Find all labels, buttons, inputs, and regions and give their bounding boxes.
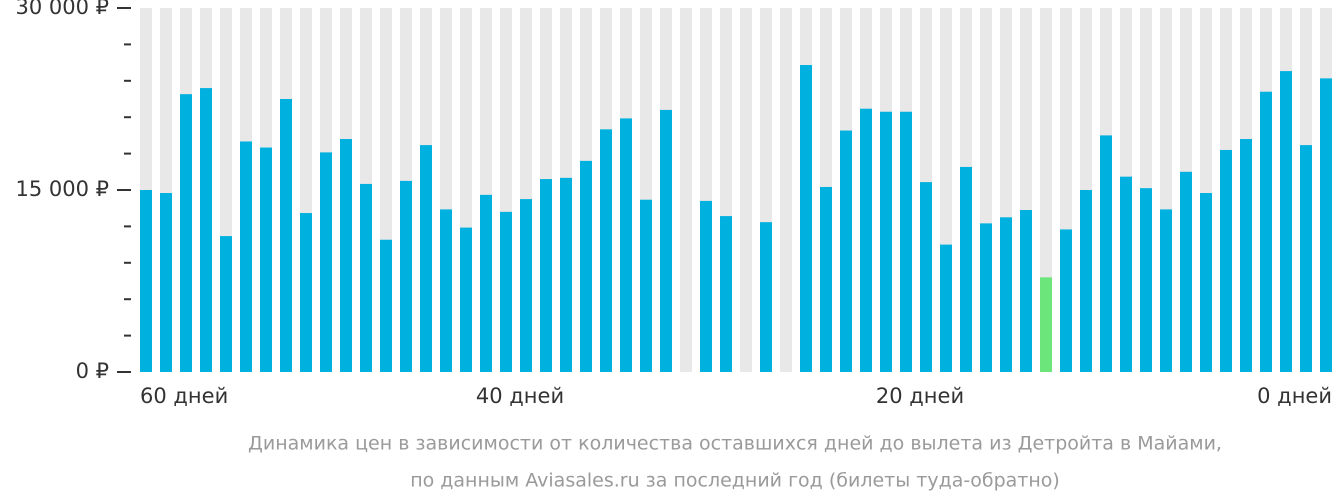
bar bbox=[760, 222, 772, 372]
bar bbox=[360, 183, 372, 372]
bar-background bbox=[780, 8, 792, 372]
bar bbox=[940, 244, 952, 372]
bar bbox=[320, 152, 332, 372]
bar bbox=[160, 193, 172, 372]
y-tick-label: 30 000 ₽ bbox=[15, 0, 109, 19]
bar bbox=[1120, 176, 1132, 372]
bar bbox=[480, 194, 492, 372]
bar bbox=[420, 145, 432, 372]
bar bbox=[280, 99, 292, 372]
bar bbox=[1100, 135, 1112, 372]
bar bbox=[460, 227, 472, 372]
bar bbox=[1160, 209, 1172, 372]
bar bbox=[200, 88, 212, 372]
bar bbox=[840, 130, 852, 372]
bar bbox=[640, 199, 652, 372]
bar-background bbox=[740, 8, 752, 372]
bar bbox=[860, 108, 872, 372]
bar bbox=[260, 147, 272, 372]
bar bbox=[500, 211, 512, 372]
x-label: 60 дней bbox=[140, 384, 228, 408]
bar bbox=[800, 65, 812, 372]
bar bbox=[300, 213, 312, 372]
bar bbox=[1140, 188, 1152, 372]
bar bbox=[1200, 193, 1212, 372]
bar bbox=[660, 109, 672, 373]
bar bbox=[960, 166, 972, 372]
bar bbox=[580, 160, 592, 372]
x-label: 40 дней bbox=[476, 384, 564, 408]
bar bbox=[720, 216, 732, 372]
bar bbox=[1220, 149, 1232, 372]
bar bbox=[400, 180, 412, 372]
caption: Динамика цен в зависимости от количества… bbox=[248, 433, 1222, 455]
bar bbox=[620, 118, 632, 372]
bar bbox=[1300, 145, 1312, 372]
bar bbox=[180, 94, 192, 372]
y-tick-label: 0 ₽ bbox=[76, 359, 109, 383]
bar bbox=[220, 236, 232, 372]
bar bbox=[1240, 139, 1252, 372]
bar bbox=[340, 139, 352, 372]
bar bbox=[1080, 190, 1092, 372]
y-tick-label: 15 000 ₽ bbox=[15, 177, 109, 201]
bar bbox=[1280, 71, 1292, 373]
caption: по данным Aviasales.ru за последний год … bbox=[410, 470, 1060, 492]
bar bbox=[820, 186, 832, 372]
bar bbox=[1020, 210, 1032, 372]
bar bbox=[540, 179, 552, 372]
bar bbox=[1040, 277, 1052, 372]
bar bbox=[1180, 171, 1192, 372]
bar bbox=[520, 199, 532, 372]
bar bbox=[440, 209, 452, 372]
bar bbox=[880, 111, 892, 373]
bar bbox=[1260, 91, 1272, 372]
bar bbox=[900, 111, 912, 373]
bar bbox=[980, 223, 992, 372]
bar bbox=[600, 129, 612, 372]
bar bbox=[560, 177, 572, 372]
bar bbox=[140, 190, 152, 372]
bar bbox=[1060, 229, 1072, 372]
bar bbox=[1000, 217, 1012, 372]
x-label: 20 дней bbox=[876, 384, 964, 408]
bar bbox=[1320, 78, 1332, 372]
bar bbox=[700, 200, 712, 372]
x-label: 0 дней bbox=[1257, 384, 1332, 408]
bar-background bbox=[680, 8, 692, 372]
bar bbox=[380, 239, 392, 372]
bar bbox=[920, 182, 932, 372]
bar bbox=[240, 141, 252, 372]
